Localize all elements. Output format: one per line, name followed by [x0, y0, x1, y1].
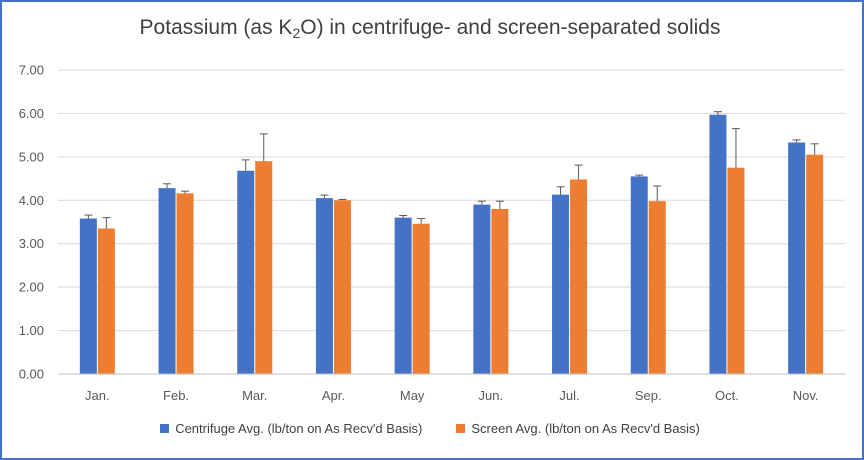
x-tick-label: Oct. [715, 388, 739, 403]
legend-item-screen: Screen Avg. (lb/ton on As Recv'd Basis) [456, 421, 700, 436]
legend-label-screen: Screen Avg. (lb/ton on As Recv'd Basis) [471, 421, 700, 436]
x-tick-label: Apr. [322, 388, 345, 403]
bar-screen [491, 208, 509, 374]
y-tick-label: 7.00 [19, 63, 44, 78]
bar-screen [255, 161, 273, 374]
bar-centrifuge [709, 114, 727, 374]
bar-centrifuge [394, 217, 412, 374]
bar-screen [97, 228, 115, 374]
bar-centrifuge [473, 204, 491, 374]
bar-centrifuge [79, 218, 97, 374]
bar-screen [333, 200, 351, 374]
chart-title-text: Potassium (as K [139, 16, 293, 39]
y-tick-label: 6.00 [19, 106, 44, 121]
bar-screen [806, 154, 824, 374]
y-tick-label: 2.00 [19, 280, 44, 295]
bar-screen [570, 179, 588, 374]
bar-centrifuge [158, 188, 176, 374]
y-tick-label: 4.00 [19, 193, 44, 208]
legend-swatch-centrifuge [160, 424, 170, 433]
bar-centrifuge [237, 170, 255, 374]
x-tick-label: Jul. [559, 388, 579, 403]
legend-swatch-screen [456, 424, 466, 433]
legend-label-centrifuge: Centrifuge Avg. (lb/ton on As Recv'd Bas… [175, 421, 423, 436]
chart-title-text-end: O) in centrifuge- and screen-separated s… [300, 16, 721, 39]
x-tick-label: Jan. [85, 388, 110, 403]
bar-centrifuge [315, 198, 333, 374]
legend-item-centrifuge: Centrifuge Avg. (lb/ton on As Recv'd Bas… [160, 421, 422, 436]
chart-title: Potassium (as K2O) in centrifuge- and sc… [0, 16, 860, 41]
bar-centrifuge [630, 176, 648, 374]
bar-screen [648, 201, 666, 374]
x-tick-label: Mar. [242, 388, 267, 403]
bar-screen [727, 167, 745, 374]
x-tick-label: Jun. [479, 388, 504, 403]
x-tick-label: Nov. [793, 388, 819, 403]
x-tick-label: Sep. [635, 388, 662, 403]
chart-legend: Centrifuge Avg. (lb/ton on As Recv'd Bas… [0, 421, 860, 436]
y-tick-label: 5.00 [19, 149, 44, 164]
y-tick-label: 3.00 [19, 236, 44, 251]
x-tick-label: Feb. [163, 388, 189, 403]
x-tick-label: May [400, 388, 425, 403]
bar-screen [412, 223, 430, 374]
bar-centrifuge [552, 194, 570, 374]
bar-centrifuge [788, 142, 806, 374]
y-tick-label: 1.00 [19, 323, 44, 338]
y-tick-label: 0.00 [19, 367, 44, 382]
chart-title-subscript: 2 [292, 25, 301, 41]
bar-screen [176, 193, 194, 374]
